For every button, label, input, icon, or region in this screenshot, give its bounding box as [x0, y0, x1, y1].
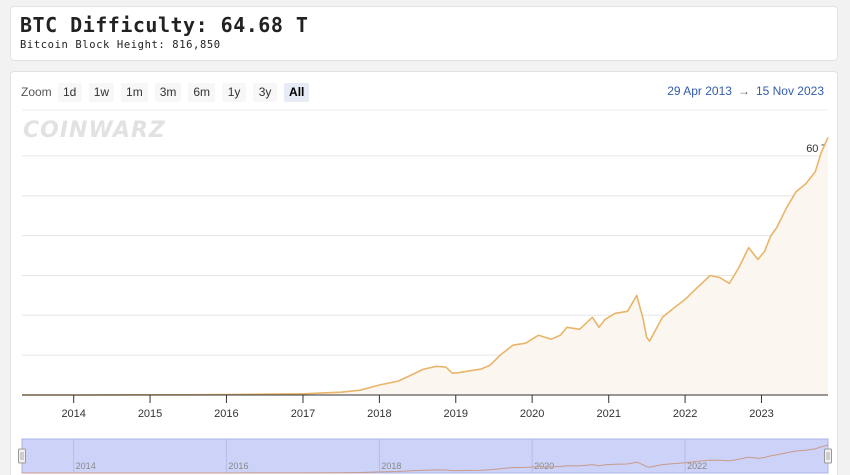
- difficulty-area: [22, 137, 828, 396]
- range-arrow-icon: →: [737, 84, 750, 98]
- navigator-right-handle[interactable]: [824, 448, 832, 464]
- zoom-button-6m[interactable]: 6m: [188, 82, 216, 102]
- navigator-tick-label: 2016: [228, 461, 248, 471]
- date-range-display: 29 Apr 2013 → 15 Nov 2023: [667, 84, 824, 98]
- zoom-button-3m[interactable]: 3m: [154, 82, 182, 102]
- navigator-tick-label: 2022: [687, 461, 707, 471]
- x-tick-label: 2022: [673, 408, 697, 420]
- navigator-tick-label: 2014: [76, 461, 96, 471]
- x-tick-label: 2023: [749, 408, 773, 420]
- range-to-date[interactable]: 15 Nov 2023: [755, 84, 824, 98]
- x-tick-label: 2021: [596, 408, 620, 420]
- x-tick-label: 2014: [61, 408, 85, 420]
- x-tick-label: 2015: [138, 408, 162, 420]
- page-title: BTC Difficulty: 64.68 T: [20, 13, 309, 37]
- navigator-series-line: [22, 444, 829, 474]
- x-tick-label: 2019: [444, 408, 468, 420]
- x-tick-label: 2017: [291, 408, 315, 420]
- zoom-button-all[interactable]: All: [284, 82, 310, 102]
- difficulty-chart: 010 T20 T30 T40 T50 T60 T201420152016201…: [18, 109, 832, 474]
- zoom-button-1m[interactable]: 1m: [121, 82, 148, 102]
- navigator-tick-label: 2020: [534, 461, 554, 471]
- zoom-bar: Zoom 1d 1w 1m 3m 6m 1y 3y All: [21, 82, 316, 102]
- coinwarz-logo-watermark: COINWARZ: [23, 118, 166, 143]
- chart-card: 010 T20 T30 T40 T50 T60 T201420152016201…: [10, 71, 838, 475]
- zoom-button-3y[interactable]: 3y: [253, 82, 278, 102]
- zoom-button-1y[interactable]: 1y: [222, 82, 247, 102]
- header-card: BTC Difficulty: 64.68 T Bitcoin Block He…: [10, 6, 838, 61]
- navigator-tick-label: 2018: [381, 461, 401, 471]
- zoom-button-1d[interactable]: 1d: [57, 82, 82, 102]
- zoom-button-1w[interactable]: 1w: [88, 82, 115, 102]
- zoom-label: Zoom: [21, 85, 52, 99]
- x-tick-label: 2020: [520, 408, 544, 420]
- x-tick-label: 2018: [367, 408, 391, 420]
- difficulty-line: [22, 136, 829, 396]
- x-tick-label: 2016: [214, 408, 238, 420]
- navigator-left-handle[interactable]: [18, 448, 26, 464]
- page-subtitle: Bitcoin Block Height: 816,850: [20, 39, 221, 51]
- range-from-date[interactable]: 29 Apr 2013: [667, 84, 732, 98]
